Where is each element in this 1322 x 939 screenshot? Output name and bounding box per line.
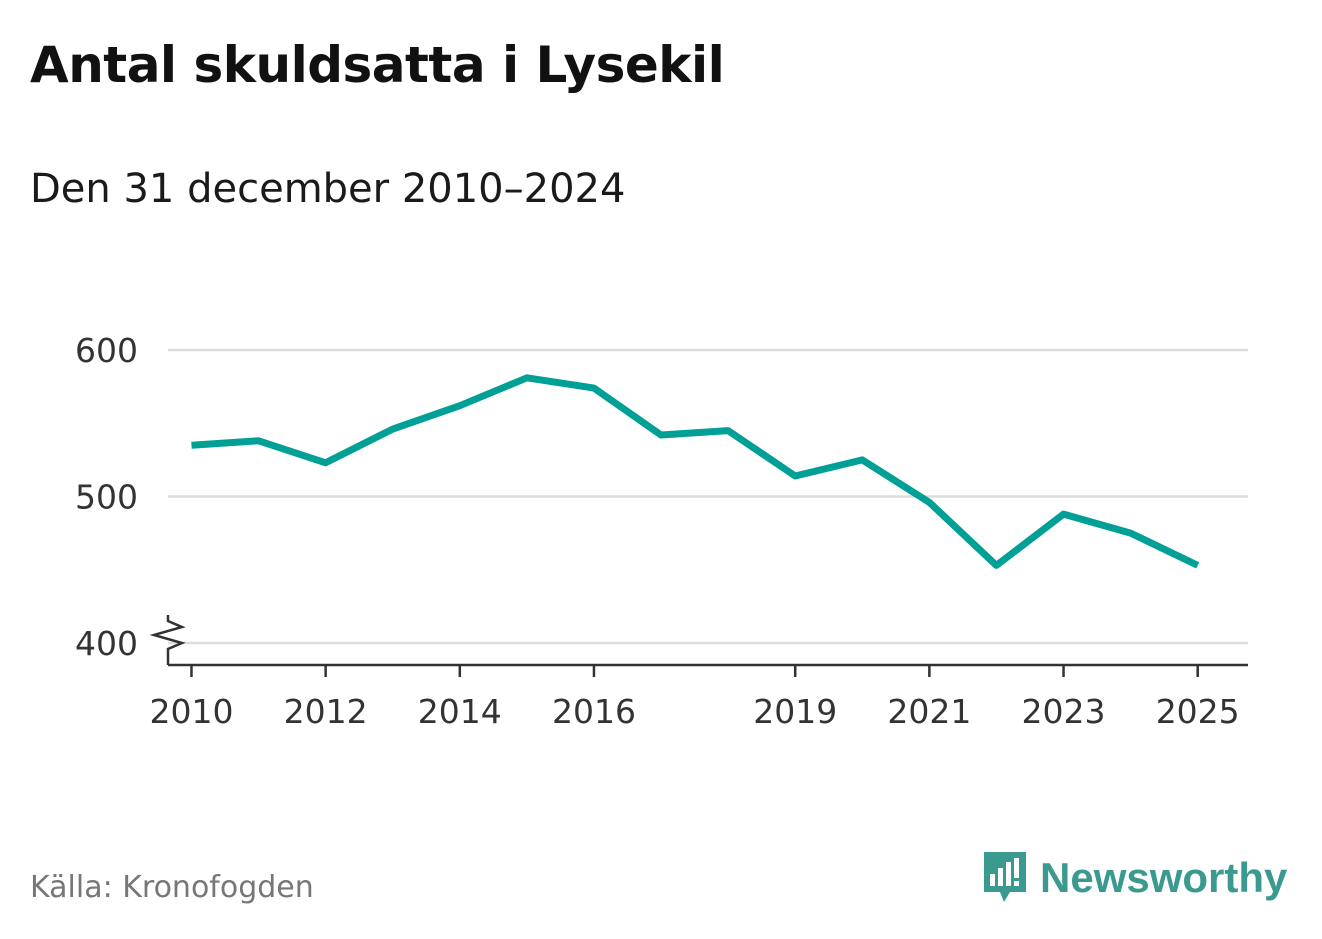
y-tick-label: 500	[75, 478, 138, 517]
x-tick-label: 2019	[753, 692, 837, 731]
y-axis-break-icon	[149, 615, 186, 665]
chart-subtitle: Den 31 december 2010–2024	[30, 166, 626, 212]
x-tick-label: 2014	[418, 692, 502, 731]
x-tick-label: 2025	[1156, 692, 1240, 731]
x-tick-label: 2016	[552, 692, 636, 731]
y-tick-label: 400	[75, 624, 138, 663]
brand-name: Newsworthy	[1040, 854, 1288, 901]
brand-logo: Newsworthy	[980, 848, 1287, 908]
chart-title: Antal skuldsatta i Lysekil	[30, 36, 725, 94]
x-tick-label: 2012	[284, 692, 368, 731]
series-line	[191, 374, 1200, 569]
x-tick-label: 2010	[149, 692, 233, 731]
y-tick-label: 600	[75, 331, 138, 370]
newsworthy-logo-icon	[984, 852, 1026, 902]
x-tick-label: 2021	[887, 692, 971, 731]
x-tick-label: 2023	[1022, 692, 1106, 731]
source-note: Källa: Kronofogden	[30, 870, 314, 905]
